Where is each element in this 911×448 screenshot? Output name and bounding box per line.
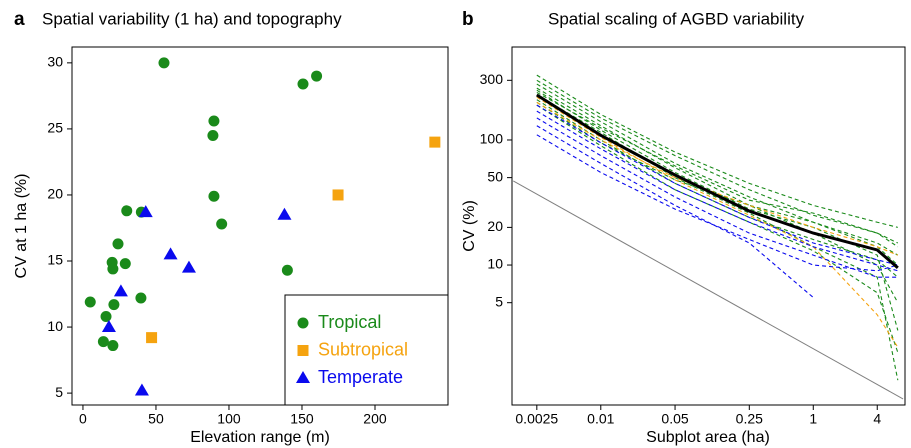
marker [207,130,219,142]
marker [135,292,147,304]
legend-box [284,294,449,406]
x-tick-label: 200 [363,411,387,427]
dashed-line [536,79,899,248]
marker [163,247,178,260]
y-axis-label: CV (%) [461,200,478,252]
x-tick-label: 0 [79,411,87,427]
marker [107,263,119,275]
x-axis-label: Elevation range (m) [190,429,330,446]
legend-label: Subtropical [318,339,408,359]
y-tick-label: 300 [480,71,504,87]
marker [146,332,158,344]
legend-label: Tropical [318,312,381,332]
chart-title: Spatial variability (1 ha) and topograph… [42,9,342,28]
y-tick-label: 30 [47,54,63,70]
x-tick-label: 0.25 [736,411,763,427]
panel-label: b [462,9,474,30]
y-tick-label: 20 [47,186,63,202]
marker [281,264,293,276]
y-tick-label: 15 [47,252,63,268]
marker [119,258,131,270]
dashed-line [536,99,899,278]
dashed-line [536,104,898,266]
y-tick-label: 25 [47,120,63,136]
line [513,180,904,400]
y-tick-label: 50 [487,168,503,184]
marker [332,189,344,201]
plot-area [513,74,904,400]
x-tick-label: 4 [873,411,881,427]
x-tick-label: 0.0025 [515,411,558,427]
dashed-line [536,104,899,353]
marker [84,296,96,308]
dashed-line [536,101,899,256]
marker [113,284,128,297]
dashed-line [536,101,899,256]
legend-marker [297,345,309,356]
legend-marker [296,371,310,383]
x-axis-label: Subplot area (ha) [646,429,770,446]
marker [297,78,309,90]
legend-label: Temperate [318,367,403,387]
dashed-line [536,94,899,381]
x-tick-label: 1 [809,411,817,427]
marker [277,207,292,220]
x-tick-label: 50 [148,411,164,427]
marker [134,383,149,396]
dashed-line [536,117,898,278]
marker [108,299,120,311]
y-tick-label: 10 [487,256,503,272]
marker [101,320,116,333]
y-tick-label: 5 [55,384,63,400]
y-tick-label: 5 [495,293,503,309]
marker [107,340,119,352]
y-tick-label: 20 [487,218,503,234]
y-axis-label: CV at 1 ha (%) [13,174,30,279]
plot-frame [511,46,906,406]
dashed-line [536,96,899,348]
marker [97,336,109,348]
legend-marker [297,317,309,329]
marker [208,190,220,202]
dashed-line [536,89,899,331]
x-tick-label: 0.05 [661,411,688,427]
chart-title: Spatial scaling of AGBD variability [548,9,805,28]
marker [138,205,153,218]
y-tick-label: 100 [480,131,504,147]
marker [181,260,196,273]
marker [158,57,170,69]
dashed-line [536,74,898,228]
dashed-line [536,91,899,244]
marker [311,70,323,82]
x-tick-label: 0.01 [587,411,614,427]
dashed-line [536,125,814,298]
dashed-line [536,110,898,272]
marker [429,136,441,148]
x-tick-label: 100 [217,411,241,427]
marker [100,310,112,322]
marker [121,205,133,217]
plot-frame [71,46,449,406]
marker [208,115,220,127]
y-tick-label: 10 [47,318,63,334]
line [536,93,899,269]
marker [216,218,228,230]
x-tick-label: 150 [290,411,314,427]
panel-label: a [14,9,25,30]
plot-area [84,57,441,396]
marker [112,238,124,250]
